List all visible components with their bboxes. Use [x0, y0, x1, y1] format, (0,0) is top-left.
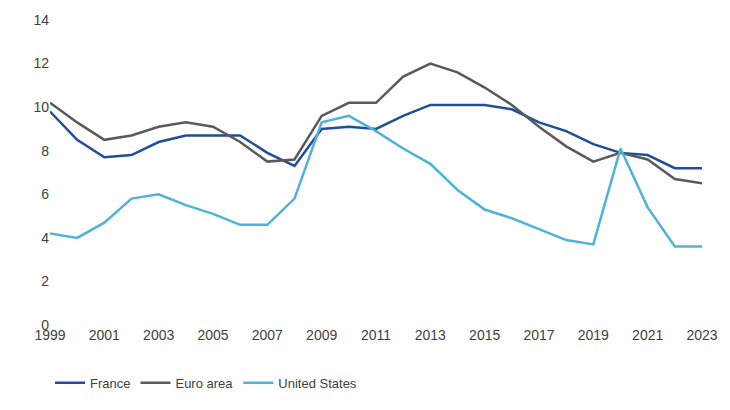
svg-text:2001: 2001: [89, 327, 120, 343]
svg-text:14: 14: [33, 12, 49, 28]
svg-text:6: 6: [41, 186, 49, 202]
svg-text:1999: 1999: [34, 327, 65, 343]
svg-text:France: France: [90, 376, 130, 391]
svg-text:2019: 2019: [578, 327, 609, 343]
svg-text:4: 4: [41, 230, 49, 246]
svg-text:2009: 2009: [306, 327, 337, 343]
svg-text:2007: 2007: [252, 327, 283, 343]
svg-text:2011: 2011: [361, 327, 391, 343]
svg-text:10: 10: [33, 99, 49, 115]
svg-text:United States: United States: [278, 376, 357, 391]
svg-text:2021: 2021: [632, 327, 663, 343]
svg-text:Euro area: Euro area: [175, 376, 233, 391]
svg-text:0: 0: [41, 317, 49, 333]
svg-text:8: 8: [41, 143, 49, 159]
svg-text:2013: 2013: [415, 327, 446, 343]
svg-text:2023: 2023: [686, 327, 717, 343]
svg-text:2015: 2015: [469, 327, 500, 343]
svg-text:2: 2: [41, 273, 49, 289]
svg-text:2003: 2003: [143, 327, 174, 343]
svg-text:12: 12: [33, 55, 49, 71]
svg-text:2017: 2017: [523, 327, 554, 343]
svg-text:2005: 2005: [197, 327, 228, 343]
